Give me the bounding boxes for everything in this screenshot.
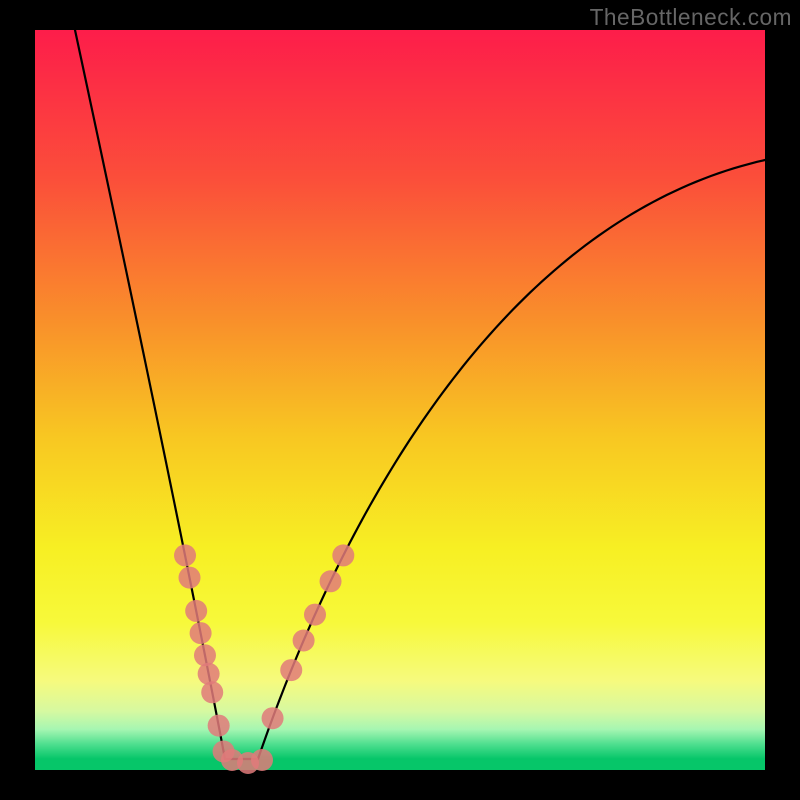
data-point <box>208 715 230 737</box>
data-point <box>201 681 223 703</box>
data-point <box>304 604 326 626</box>
data-point <box>262 707 284 729</box>
data-point <box>179 567 201 589</box>
root-frame: TheBottleneck.com <box>0 0 800 800</box>
watermark-text: TheBottleneck.com <box>590 4 792 31</box>
data-point <box>194 644 216 666</box>
data-point <box>185 600 207 622</box>
data-point <box>320 570 342 592</box>
data-point <box>190 622 212 644</box>
data-point <box>251 749 273 771</box>
data-point <box>293 630 315 652</box>
data-point <box>198 663 220 685</box>
chart-canvas <box>0 0 800 800</box>
data-point <box>174 544 196 566</box>
data-point <box>280 659 302 681</box>
gradient-background <box>35 30 765 770</box>
data-point <box>332 544 354 566</box>
